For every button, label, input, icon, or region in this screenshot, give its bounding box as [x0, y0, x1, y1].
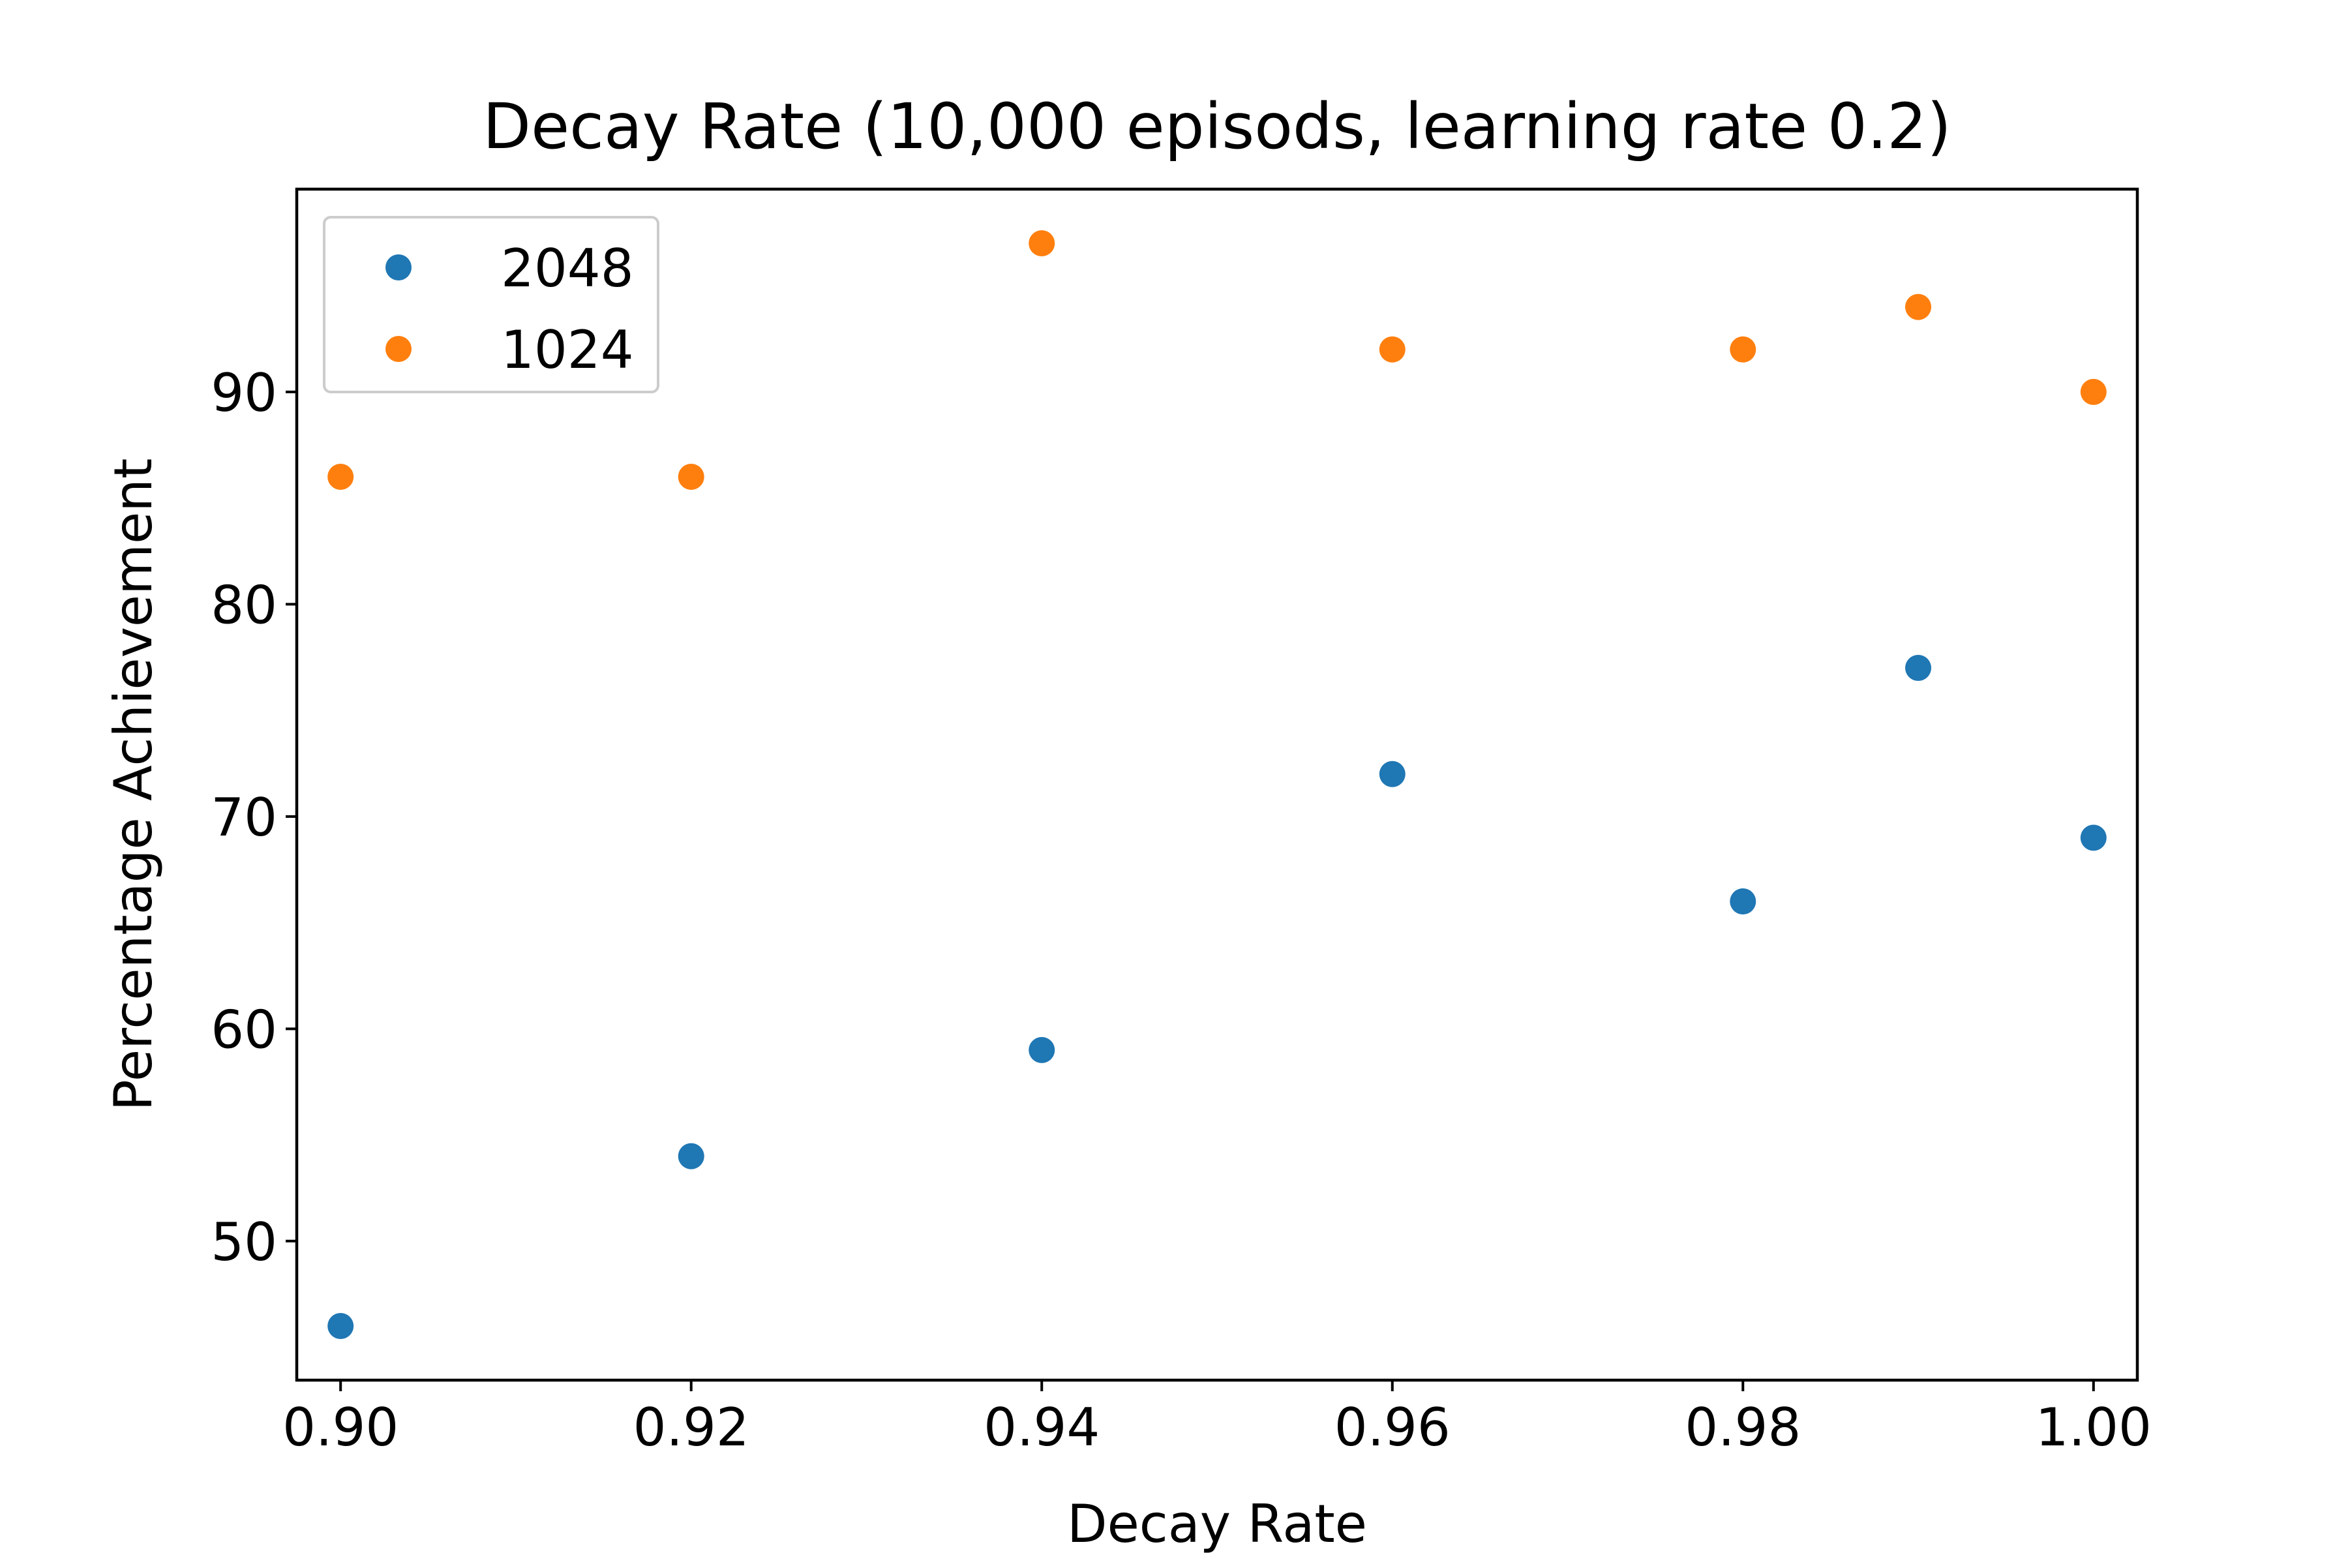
series-2048	[327, 654, 2107, 1339]
series-1024	[327, 230, 2107, 490]
data-point	[1905, 294, 1932, 320]
data-point	[327, 1313, 354, 1339]
data-point	[1730, 888, 1756, 915]
x-tick-label: 0.94	[984, 1397, 1100, 1458]
data-point	[327, 464, 354, 490]
y-tick-label: 50	[211, 1212, 277, 1273]
x-tick-label: 0.90	[282, 1397, 399, 1458]
data-point	[678, 464, 704, 490]
x-tick-label: 1.00	[2036, 1397, 2152, 1458]
y-tick-label: 80	[211, 575, 277, 635]
legend-label: 1024	[501, 320, 634, 380]
y-tick-label: 90	[211, 363, 277, 423]
data-point	[2080, 378, 2107, 405]
legend-marker	[385, 336, 412, 362]
x-tick-label: 0.98	[1685, 1397, 1801, 1458]
data-point	[1905, 654, 1932, 681]
data-point	[678, 1143, 704, 1169]
x-axis: 0.90 0.92 0.94 0.96 0.98 1.00	[282, 1380, 2152, 1458]
legend-marker	[385, 254, 412, 280]
axes-frame	[295, 187, 2139, 1382]
data-point	[1029, 230, 1055, 256]
data-point	[1029, 1036, 1055, 1063]
data-markers	[327, 230, 2107, 1339]
y-axis: 50 60 70 80 90	[211, 363, 297, 1273]
y-axis-label: Percentage Achievement	[103, 459, 164, 1111]
data-point	[1379, 336, 1406, 363]
legend-entry: 1024	[385, 320, 634, 380]
legend-label: 2048	[501, 238, 634, 299]
chart-title: Decay Rate (10,000 episods, learning rat…	[483, 90, 1951, 163]
legend: 2048 1024	[323, 216, 659, 393]
y-tick-label: 60	[211, 999, 277, 1060]
x-tick-label: 0.96	[1334, 1397, 1451, 1458]
y-tick-label: 70	[211, 787, 277, 848]
legend-entry: 2048	[385, 238, 634, 299]
data-point	[1730, 336, 1756, 363]
data-point	[1379, 761, 1406, 787]
x-axis-label: Decay Rate	[1067, 1494, 1367, 1554]
x-tick-label: 0.92	[633, 1397, 749, 1458]
data-point	[2080, 824, 2107, 851]
